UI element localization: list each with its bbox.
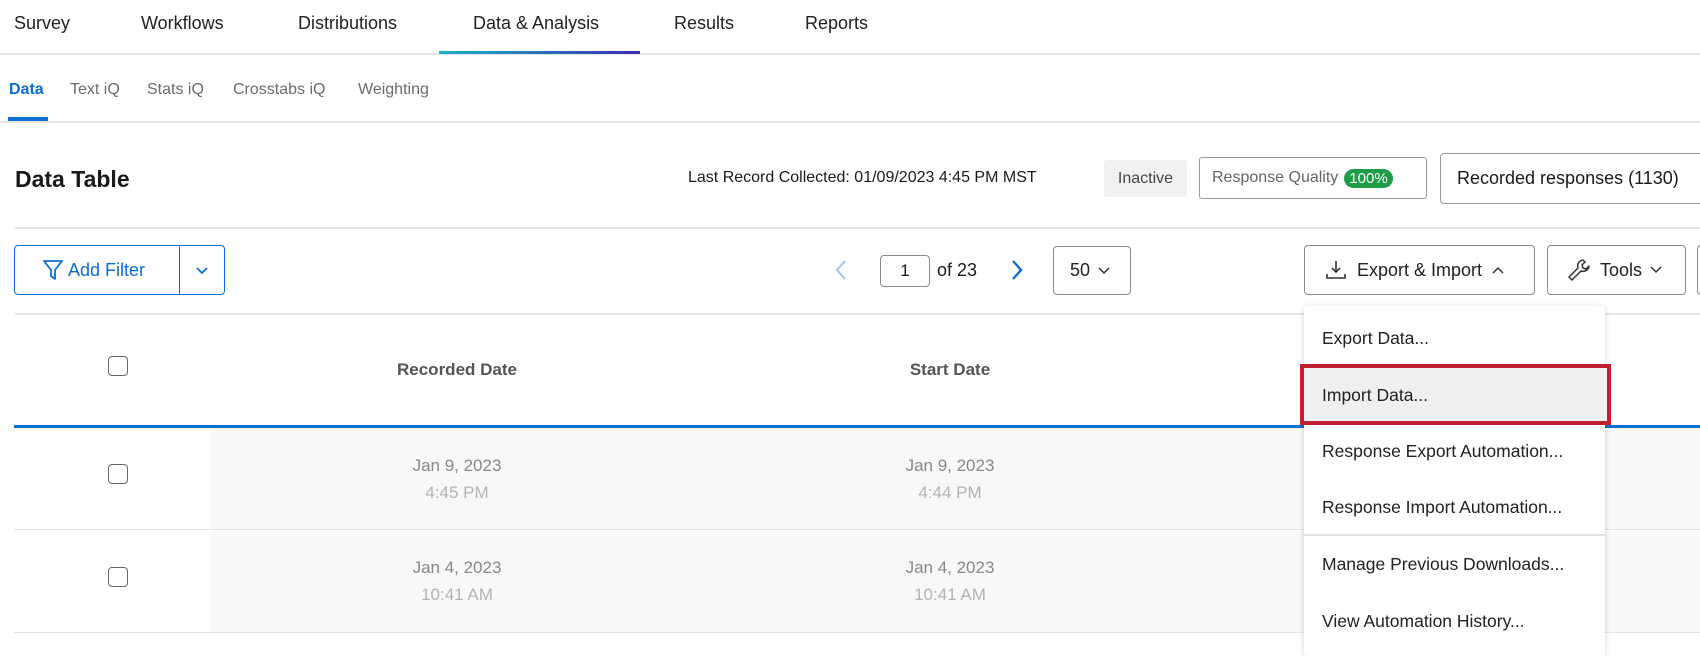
active-tab-indicator (439, 51, 640, 54)
per-page-value: 50 (1070, 260, 1091, 280)
subtab-data[interactable]: Data (9, 81, 44, 98)
start-time: 10:41 AM (914, 585, 986, 604)
tab-results[interactable]: Results (674, 13, 735, 33)
divider (0, 121, 1700, 123)
divider (0, 53, 1700, 55)
quality-badge: 100% (1344, 168, 1393, 188)
add-filter-label: Add Filter (68, 259, 146, 280)
start-time: 4:44 PM (918, 483, 982, 502)
subtab-text-iq[interactable]: Text iQ (70, 81, 120, 98)
column-header-recorded-date[interactable]: Recorded Date (397, 360, 517, 379)
chevron-down-icon (1098, 266, 1110, 274)
select-all-checkbox[interactable] (108, 356, 128, 376)
per-page-select[interactable]: 50 (1053, 246, 1131, 295)
recorded-date: Jan 9, 2023 (412, 456, 502, 475)
tab-distributions[interactable]: Distributions (298, 13, 398, 33)
chevron-up-icon (1492, 266, 1504, 274)
add-filter-button[interactable]: Add Filter (15, 246, 180, 294)
menu-item-view-automation-history[interactable]: View Automation History... (1322, 611, 1525, 631)
more-button[interactable] (1697, 245, 1700, 295)
menu-item-export-data[interactable]: Export Data... (1322, 328, 1429, 348)
chevron-down-icon (196, 267, 208, 275)
menu-item-import-data[interactable]: Import Data... (1322, 385, 1429, 405)
tools-label: Tools (1600, 259, 1643, 280)
page-count: of 23 (937, 260, 978, 280)
recorded-date: Jan 4, 2023 (412, 558, 502, 577)
chevron-down-icon (1650, 266, 1662, 274)
filter-dropdown-button[interactable] (180, 265, 224, 275)
menu-item-response-export-automation[interactable]: Response Export Automation... (1322, 441, 1564, 461)
add-filter-button-group: Add Filter (14, 245, 225, 295)
menu-item-response-import-automation[interactable]: Response Import Automation... (1322, 497, 1563, 517)
start-date: Jan 4, 2023 (905, 558, 995, 577)
download-icon (1326, 261, 1346, 279)
menu-item-manage-previous-downloads[interactable]: Manage Previous Downloads... (1322, 554, 1565, 574)
last-record-text: Last Record Collected: 01/09/2023 4:45 P… (688, 169, 1037, 186)
header-divider (14, 425, 1700, 428)
export-import-menu (1304, 306, 1605, 656)
tools-button[interactable]: Tools (1547, 245, 1686, 295)
tab-data-analysis[interactable]: Data & Analysis (473, 13, 600, 33)
previous-page-icon[interactable] (834, 258, 848, 282)
export-import-button[interactable]: Export & Import (1304, 245, 1535, 295)
active-subtab-indicator (8, 117, 48, 121)
export-import-label: Export & Import (1357, 259, 1483, 280)
row-checkbox[interactable] (108, 567, 128, 587)
recorded-time: 4:45 PM (425, 483, 489, 502)
subtab-crosstabs-iq[interactable]: Crosstabs iQ (233, 81, 326, 98)
column-header-start-date[interactable]: Start Date (909, 360, 991, 379)
filter-icon (43, 260, 63, 280)
subtab-weighting[interactable]: Weighting (358, 81, 429, 98)
row-checkbox[interactable] (108, 464, 128, 484)
divider (15, 227, 1700, 229)
tab-workflows[interactable]: Workflows (141, 13, 224, 33)
response-quality-label: Response Quality (1212, 169, 1339, 186)
recorded-time: 10:41 AM (421, 585, 493, 604)
menu-divider (1304, 534, 1605, 536)
divider (15, 313, 1700, 315)
subtab-stats-iq[interactable]: Stats iQ (147, 81, 204, 98)
page-title: Data Table (15, 166, 130, 192)
response-quality-button[interactable]: Response Quality 100% (1199, 157, 1427, 199)
tab-survey[interactable]: Survey (14, 13, 71, 33)
wrench-icon (1568, 259, 1590, 281)
tab-reports[interactable]: Reports (805, 13, 869, 33)
status-badge: Inactive (1104, 160, 1187, 197)
start-date: Jan 9, 2023 (905, 456, 995, 475)
recorded-responses-select[interactable]: Recorded responses (1130) (1440, 153, 1700, 204)
page-number-input[interactable]: 1 (880, 255, 930, 287)
import-data-highlight (1300, 364, 1611, 425)
next-page-icon[interactable] (1010, 258, 1024, 282)
